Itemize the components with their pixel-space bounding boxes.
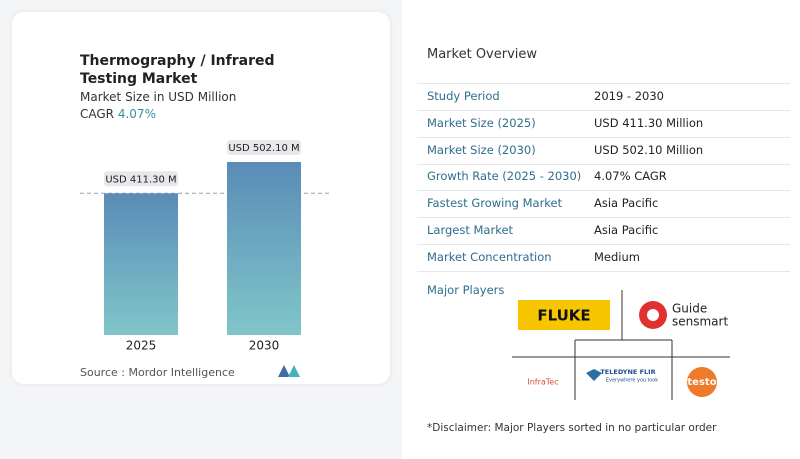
row-separator <box>417 163 790 165</box>
row-value: Asia Pacific <box>594 196 659 211</box>
row-value: 4.07% CAGR <box>594 169 667 184</box>
overview-panel <box>402 0 800 459</box>
cagr: CAGR 4.07% <box>80 107 156 121</box>
row-value: USD 411.30 Million <box>594 115 704 130</box>
x-tick-label: 2025 <box>126 339 157 353</box>
disclaimer: *Disclaimer: Major Players sorted in no … <box>427 422 717 434</box>
row-separator <box>417 190 790 192</box>
row-value: Medium <box>594 249 640 264</box>
row-value: Asia Pacific <box>594 223 659 237</box>
row-label: Market Size (2025) <box>427 115 536 130</box>
value-label-bg <box>227 140 301 155</box>
chart-title: Thermography / Infrared Testing Market <box>80 53 275 87</box>
player-tagline: Everywhere you look <box>606 378 658 384</box>
chart-card <box>12 12 390 384</box>
player-name: FLUKE <box>537 307 590 325</box>
player-name: InfraTec <box>527 378 558 387</box>
value-label: USD 502.10 M <box>228 143 299 154</box>
value-label-bg <box>104 171 178 187</box>
row-value: 2019 - 2030 <box>594 89 664 103</box>
row-separator <box>417 83 790 84</box>
cagr-label: CAGR <box>80 107 115 121</box>
source: Source : Mordor Intelligence <box>80 366 235 379</box>
cagr-value: 4.07% <box>117 107 156 121</box>
bar <box>104 193 178 335</box>
row-separator <box>417 217 790 219</box>
row-label: Growth Rate (2025 - 2030) <box>427 169 582 184</box>
bar <box>227 162 301 335</box>
overview-title: Market Overview <box>427 47 538 62</box>
row-value: USD 502.10 Million <box>594 142 704 157</box>
row-label: Study Period <box>427 89 500 103</box>
player-name: sensmart <box>672 315 728 329</box>
player-name: Guide <box>672 302 707 316</box>
brand-logo <box>278 365 300 377</box>
row-separator <box>417 136 790 138</box>
row-label: Market Concentration <box>427 249 552 264</box>
row-label: Largest Market <box>427 223 514 237</box>
chart: Source : Mordor Intelligence USD 411.30 … <box>80 140 330 379</box>
row-separator <box>417 270 790 272</box>
x-tick-label: 2030 <box>249 339 280 353</box>
player-name: testo <box>687 377 716 388</box>
row-separator <box>417 110 790 111</box>
value-label: USD 411.30 M <box>105 174 176 185</box>
players-logos: FLUKE Guide sensmart InfraTec TELEDYNE F… <box>512 290 730 400</box>
row-separator <box>417 244 790 245</box>
fluke-logo <box>518 300 610 330</box>
chart-subtitle: Market Size in USD Million <box>80 90 237 104</box>
players-title: Major Players <box>427 283 505 297</box>
row-label: Market Size (2030) <box>427 142 536 157</box>
row-label: Fastest Growing Market <box>427 196 563 211</box>
player-name: TELEDYNE FLIR <box>600 368 655 376</box>
